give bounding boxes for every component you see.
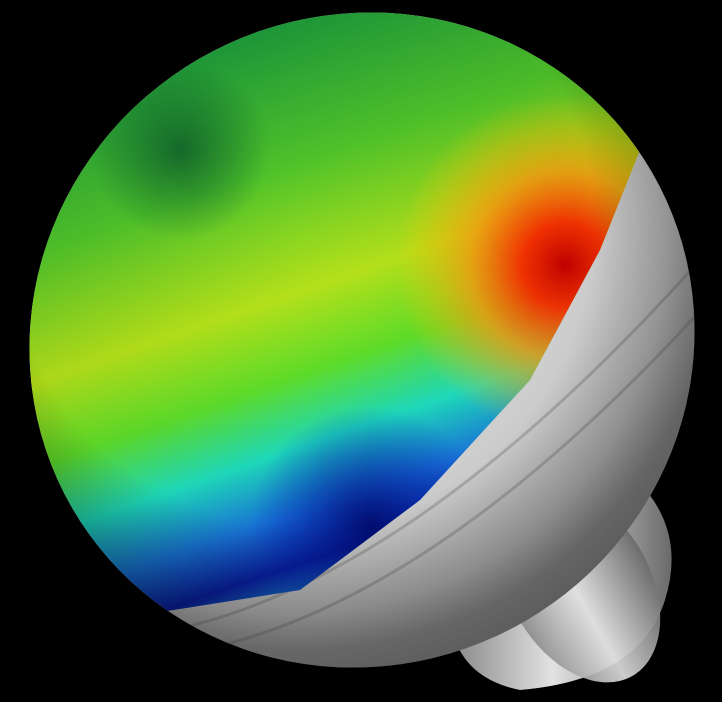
page	[0, 0, 722, 702]
render-view	[0, 0, 722, 702]
